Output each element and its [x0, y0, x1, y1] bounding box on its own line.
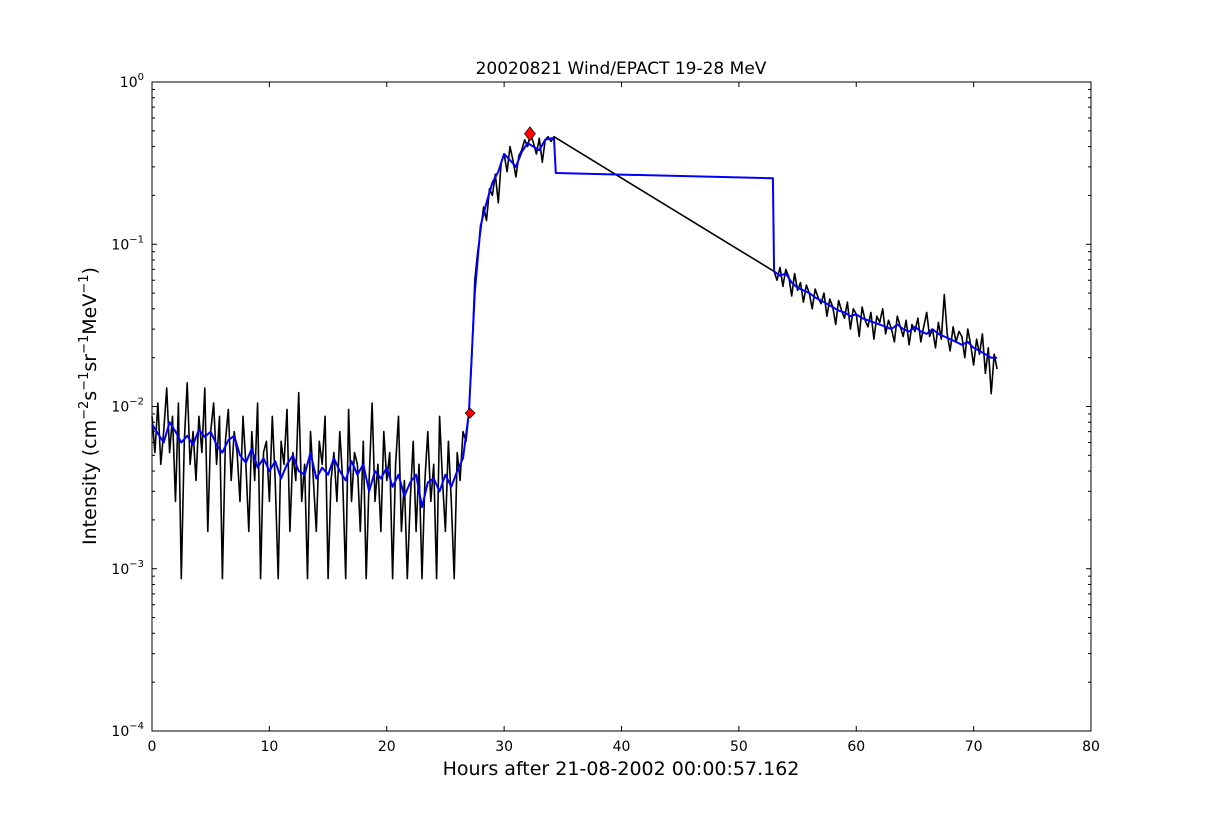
chart-title: 20020821 Wind/EPACT 19-28 MeV	[476, 59, 767, 79]
plot-area	[151, 126, 998, 580]
x-tick-label: 30	[495, 739, 513, 755]
y-tick-label: 100	[120, 72, 144, 91]
y-tick-label: 10−3	[111, 559, 144, 578]
x-tick-label: 60	[847, 739, 865, 755]
y-tick-label: 10−4	[111, 721, 144, 740]
x-tick-label: 0	[148, 739, 157, 755]
x-axis: 0 10 20 30 40 50 60 70 80	[148, 82, 1100, 755]
x-tick-label: 20	[378, 739, 396, 755]
y-axis-label: Intensity (cm−2s−1sr−1MeV−1)	[77, 267, 101, 545]
x-tick-label: 80	[1082, 739, 1100, 755]
x-tick-label: 70	[965, 739, 983, 755]
y-tick-label: 10−2	[111, 397, 144, 416]
marker-onset	[464, 407, 476, 419]
axes-frame	[151, 81, 1092, 732]
x-tick-label: 40	[613, 739, 631, 755]
series-line-intensity	[151, 132, 998, 580]
marker-peak	[524, 126, 536, 142]
x-axis-label: Hours after 21-08-2002 00:00:57.162	[443, 758, 800, 780]
y-tick-label: 10−1	[111, 234, 144, 253]
x-tick-label: 50	[730, 739, 748, 755]
series-line-smoothed	[151, 137, 998, 509]
x-tick-label: 10	[260, 739, 278, 755]
y-axis: 10−4 10−3 10−2 10−1 100	[111, 72, 1091, 740]
